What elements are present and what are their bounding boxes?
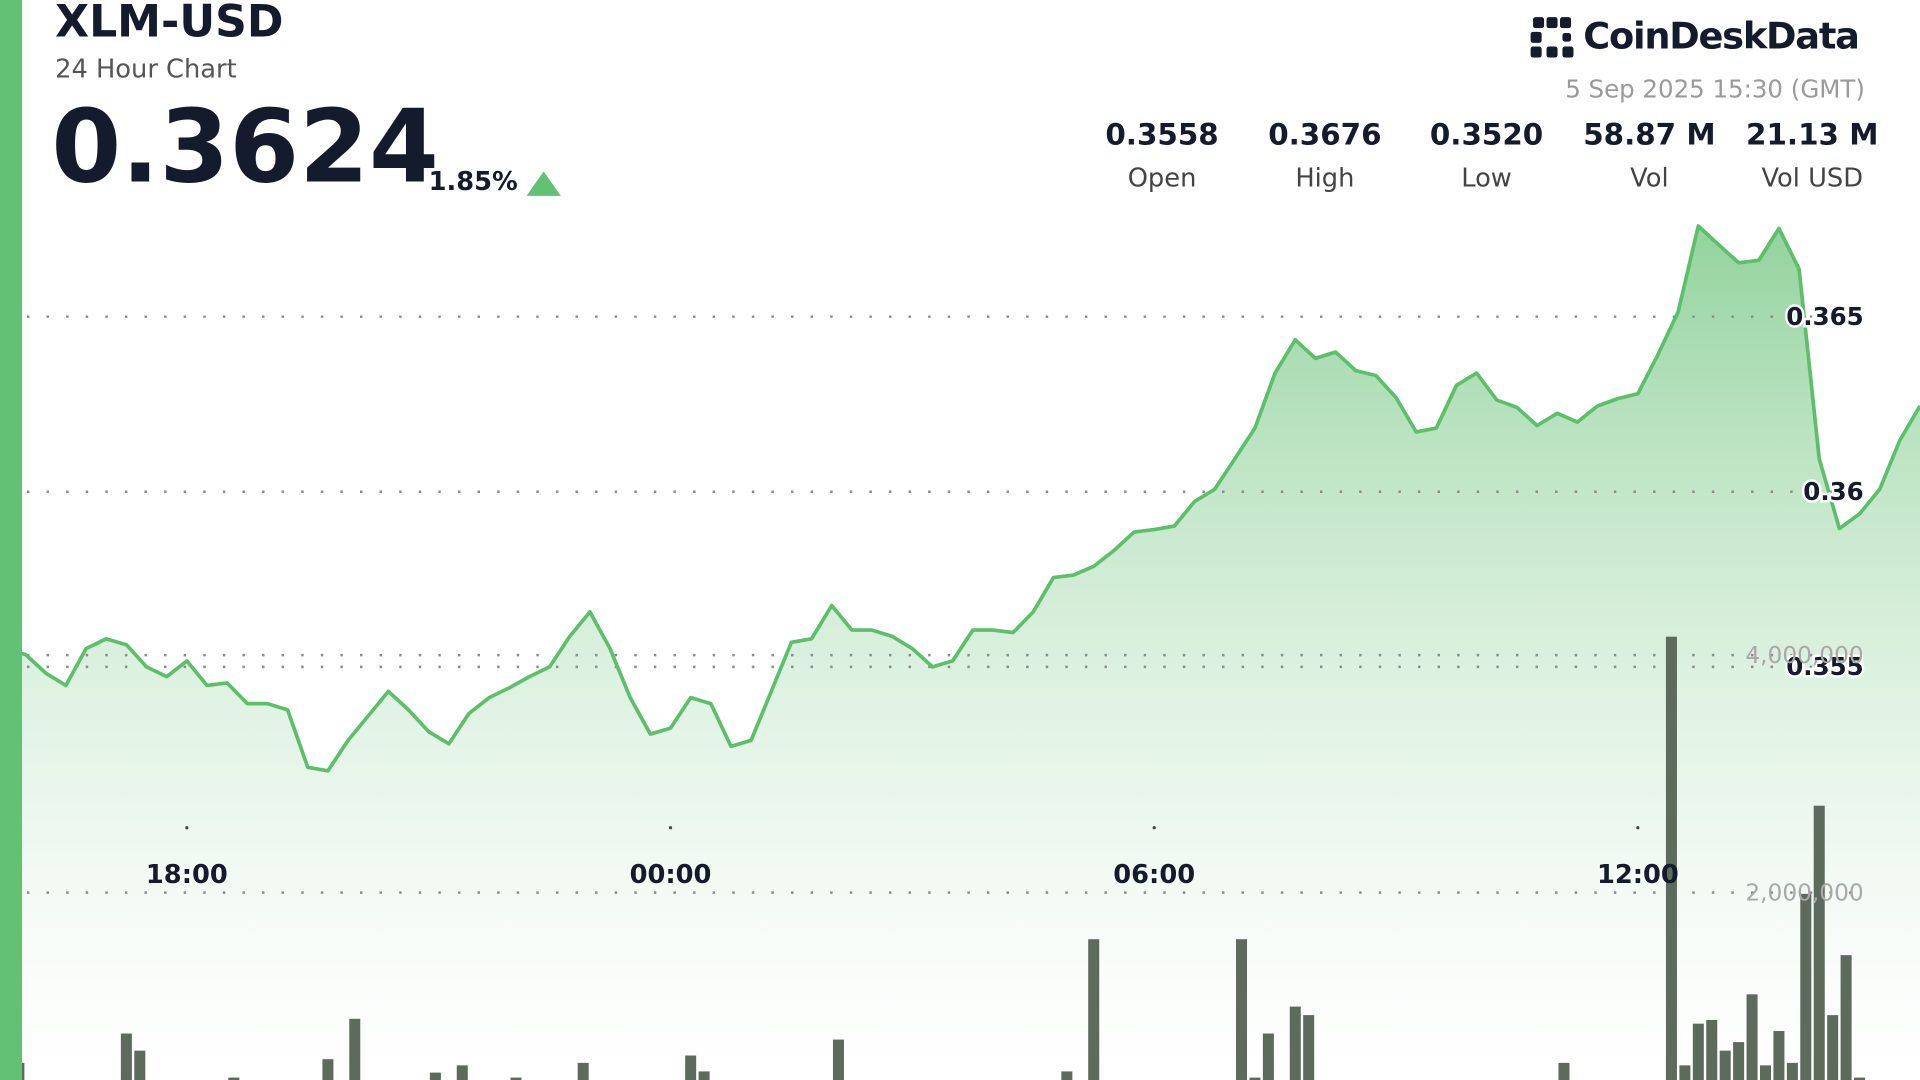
stat-label: Low <box>1461 163 1512 193</box>
price: 0.3624 <box>51 89 438 206</box>
volume-bar <box>577 1062 589 1080</box>
title: XLM-USD <box>55 0 283 47</box>
volume-bar <box>322 1059 334 1080</box>
stats: 0.3558 Open 0.3676 High 0.3520 Low 58.87… <box>1105 117 1878 193</box>
volume-bar <box>1061 1071 1073 1080</box>
volume-bar <box>1088 939 1100 1080</box>
volume-bar <box>1800 893 1812 1080</box>
volume-bar <box>1786 1062 1798 1080</box>
stat-value: 0.3558 <box>1105 117 1218 151</box>
x-tick-mark <box>185 826 189 830</box>
area-layer <box>5 226 1920 1080</box>
volume-bar <box>1665 636 1677 1080</box>
volume-bar <box>1303 1015 1315 1080</box>
volume-bar <box>1813 805 1825 1080</box>
volume-bar <box>456 1065 468 1080</box>
price-line <box>4 224 1920 773</box>
brand: CoinDeskData <box>1583 14 1858 57</box>
volume-bar <box>698 1071 710 1080</box>
y2-tick-label: 2,000,000 <box>1745 879 1863 906</box>
volume-bar <box>1759 1065 1772 1080</box>
stat-value: 58.87 M <box>1583 117 1715 151</box>
volume-layer <box>13 636 1866 1080</box>
volume-bar <box>1289 1006 1301 1080</box>
brand-logo <box>1530 17 1574 58</box>
volume-bar <box>1558 1062 1570 1080</box>
stat-value: 21.13 M <box>1746 117 1878 151</box>
stat-label: Vol <box>1630 163 1668 193</box>
volume-bar <box>134 1050 146 1080</box>
x-tick-label: 18:00 <box>146 860 228 890</box>
up-arrow <box>526 171 561 196</box>
volume-bar <box>120 1033 132 1080</box>
x-tick-label: 12:00 <box>1597 860 1679 890</box>
stat-label: High <box>1295 163 1354 193</box>
volume-bar <box>429 1072 441 1080</box>
plot-area: 0.355 0.36 0.365 18:00 00:00 06:00 12:00 2,000,… <box>4 224 1920 1080</box>
volume-bar <box>832 1039 844 1080</box>
stat-label: Open <box>1128 163 1197 193</box>
subtitle: 24 Hour Chart <box>55 54 237 84</box>
stat-value: 0.3520 <box>1430 117 1543 151</box>
volume-bar <box>1706 1019 1718 1080</box>
x-tick-mark <box>1636 826 1640 830</box>
stat-label: Vol USD <box>1761 163 1863 193</box>
volume-bar <box>685 1055 697 1080</box>
x-tick-label: 00:00 <box>630 860 712 890</box>
volume-bar <box>1827 1015 1839 1080</box>
volume-bar <box>1840 955 1852 1080</box>
y-tick-label: 0.365 <box>1786 302 1863 331</box>
volume-bar <box>228 1077 240 1080</box>
volume-bar <box>1746 994 1758 1080</box>
volume-bar <box>1679 1065 1691 1080</box>
volume-bar <box>1249 1077 1261 1080</box>
timestamp: 5 Sep 2025 15:30 (GMT) <box>1565 75 1865 104</box>
volume-bar <box>1692 1023 1704 1080</box>
stat-value: 0.3676 <box>1268 117 1381 151</box>
price-area <box>5 226 1920 1080</box>
y-tick-label: 0.36 <box>1803 477 1863 506</box>
volume-bar <box>1236 939 1248 1080</box>
volume-bar <box>349 1018 361 1080</box>
volume-bar <box>510 1077 522 1080</box>
volume-bar <box>1719 1050 1731 1080</box>
accent-bar <box>0 0 23 1080</box>
volume-bar <box>1262 1033 1274 1080</box>
volume-bar <box>1854 1077 1866 1080</box>
volume-bar <box>1733 1042 1745 1080</box>
y2-tick-label: 4,000,000 <box>1745 642 1863 669</box>
x-tick-mark <box>1152 826 1156 830</box>
x-tick-label: 06:00 <box>1113 860 1195 890</box>
line-layer <box>4 224 1920 773</box>
y-tick-label: 0.355 <box>1786 652 1863 681</box>
volume-bar <box>1773 1031 1785 1080</box>
label-layer: 0.355 0.36 0.365 18:00 00:00 06:00 12:00 2,000,… <box>146 299 1866 906</box>
change: 1.85% <box>429 167 518 197</box>
x-tick-mark <box>668 826 673 830</box>
